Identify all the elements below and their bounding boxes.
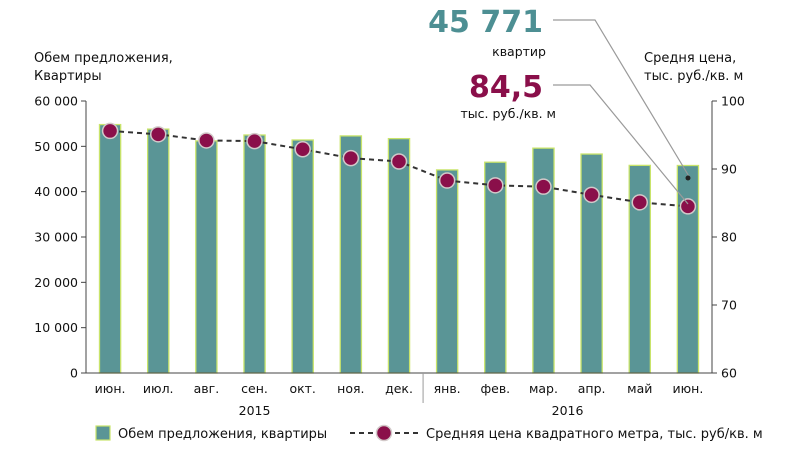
x-axis-tick-label: июл. [143, 381, 174, 396]
x-axis-tick-label: июн. [95, 381, 126, 396]
x-axis-tick-label: янв. [434, 381, 461, 396]
x-axis-tick-label: апр. [578, 381, 606, 396]
price-point [487, 177, 504, 194]
right-axis-tick-label: 100 [721, 94, 745, 109]
x-axis-tick-label: авг. [194, 381, 220, 396]
price-point [679, 198, 697, 215]
callout-price-leader [553, 84, 689, 205]
price-point [438, 172, 456, 189]
callout-apartments-leader [553, 19, 691, 179]
price-point [294, 141, 311, 158]
x-axis-tick-label: сен. [241, 381, 268, 396]
bar [98, 123, 122, 374]
left-axis-tick-label: 60 000 [34, 94, 78, 109]
price-point [149, 126, 167, 143]
x-axis-tick-label: фев. [480, 381, 510, 396]
left-axis-tick-label: 0 [70, 366, 78, 381]
year-label: 2015 [239, 403, 271, 418]
price-point [198, 132, 215, 149]
bar [339, 135, 363, 374]
callout-apartments-dot [685, 175, 691, 181]
right-axis-tick-label: 60 [721, 366, 737, 381]
left-axis-tick-label: 10 000 [34, 320, 78, 335]
callouts: 45 771 квартир 84,5 тыс. руб./кв. м [428, 5, 691, 205]
price-line-series [101, 122, 697, 215]
right-axis-tick-label: 70 [721, 298, 737, 313]
price-point [101, 122, 119, 140]
left-axis-tick-label: 50 000 [34, 139, 78, 154]
callout-apartments-unit: квартир [492, 44, 546, 59]
bar [387, 137, 411, 374]
x-axis-tick-label: май [627, 381, 652, 396]
callout-price-unit: тыс. руб./кв. м [461, 106, 557, 121]
bar [291, 139, 314, 374]
right-axis-title-line1: Средня цена, [644, 51, 736, 66]
bar [195, 140, 218, 374]
price-point [342, 149, 360, 167]
price-point [631, 194, 649, 211]
legend-line-marker [375, 424, 393, 442]
x-axis-tick-label: июн. [673, 381, 704, 396]
bar [484, 161, 507, 374]
left-axis-title-line2: Квартиры [34, 69, 102, 84]
right-axis-tick-label: 90 [721, 162, 737, 177]
left-axis: Обем предложения, Квартиры 0 10 000 20 000… [34, 51, 173, 381]
bar [676, 164, 700, 374]
callout-price-value: 84,5 [469, 70, 543, 105]
price-point [390, 153, 408, 170]
bar [243, 134, 266, 374]
bar [146, 128, 170, 374]
left-axis-tick-label: 20 000 [34, 275, 78, 290]
x-axis-tick-label: дек. [385, 381, 413, 396]
price-point [583, 186, 600, 204]
x-axis: июн. июл. авг. сен. окт. ноя. дек. янв. фев. мар.… [86, 372, 712, 418]
legend-bar-label: Обем предложения, квартиры [118, 427, 327, 442]
left-axis-title-line1: Обем предложения, [34, 51, 173, 66]
year-label: 2016 [552, 403, 584, 418]
bar [435, 169, 459, 374]
right-axis: Средня цена, тыс. руб./кв. м 60 70 80 90 100 [644, 51, 745, 381]
x-axis-tick-label: окт. [289, 381, 315, 396]
right-axis-tick-label: 80 [721, 230, 737, 245]
legend: Обем предложения, квартиры Средняя цена … [95, 424, 763, 442]
callout-apartments-value: 45 771 [428, 5, 543, 40]
legend-line-label: Средняя цена квадратного метра, тыс. руб… [426, 427, 763, 442]
x-axis-tick-label: мар. [529, 381, 558, 396]
right-axis-title-line2: тыс. руб./кв. м [644, 69, 743, 84]
left-axis-tick-label: 40 000 [34, 184, 78, 199]
x-axis-tick-label: ноя. [337, 381, 364, 396]
legend-bar-swatch [95, 425, 111, 441]
price-point [535, 178, 552, 195]
left-axis-tick-label: 30 000 [34, 230, 78, 245]
price-point [246, 132, 263, 150]
